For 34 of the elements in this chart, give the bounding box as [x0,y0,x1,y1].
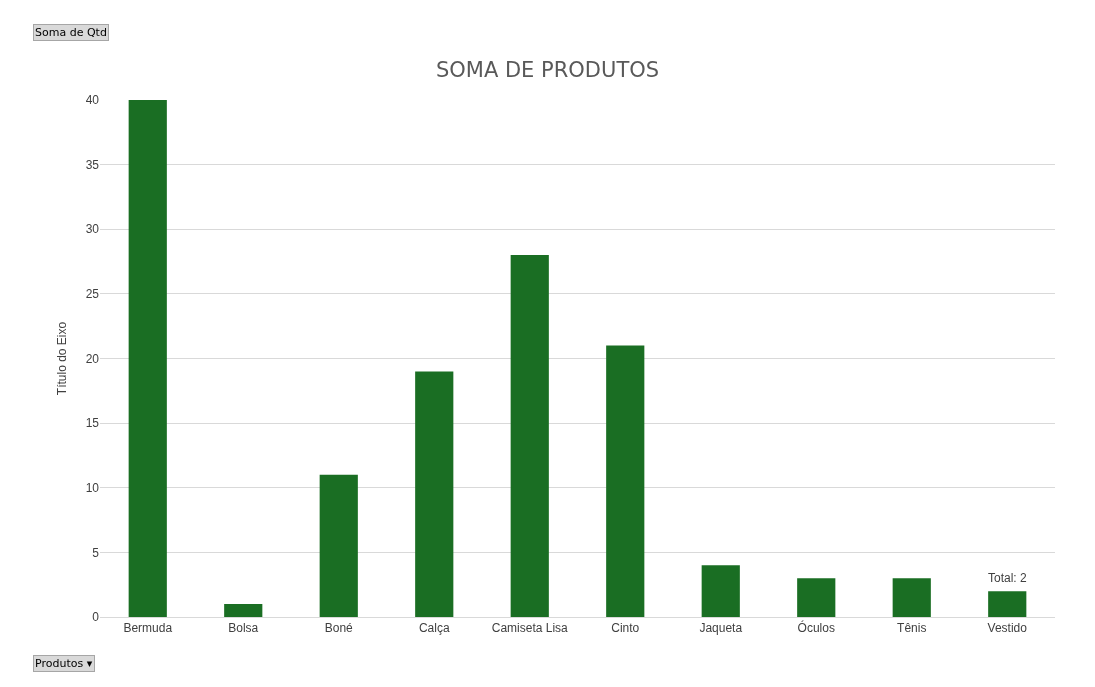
bar [128,100,167,617]
bar [988,591,1027,617]
y-tick-label: 35 [85,157,100,172]
x-tick-label: Calça [418,621,450,636]
bar [224,604,263,617]
y-tick-label: 30 [85,222,100,237]
bar [892,578,931,617]
bar [701,565,740,617]
y-tick-label: 15 [85,416,100,431]
x-tick-label: Cinto [611,621,640,636]
x-tick-label: Boné [324,621,354,636]
y-tick-label: 0 [92,610,100,625]
y-tick-label: 25 [85,287,100,302]
bar [510,255,549,617]
text: Soma de Qtd [35,26,107,39]
y-tick-label: 10 [85,480,100,495]
bar [797,578,836,617]
x-tick-label: Bermuda [123,621,173,636]
y-axis-title: Título do Eixo [55,321,69,396]
bar [415,371,454,617]
x-tick-label: Vestido [987,621,1028,636]
y-tick-label: 5 [92,545,100,560]
x-tick-label: Óculos [797,620,835,636]
bar [606,345,645,617]
text: Produtos ▾ [35,657,93,670]
bar [319,474,358,617]
annotation: Total: 2 [988,571,1028,585]
x-tick-label: Tênis [897,621,927,636]
y-tick-label: 40 [85,93,100,108]
y-tick-label: 20 [85,351,100,366]
x-tick-label: Camiseta Lisa [491,621,569,636]
x-tick-label: Bolsa [228,621,259,636]
chart-title: SOMA DE PRODUTOS [435,57,660,82]
x-tick-label: Jaqueta [699,621,743,636]
